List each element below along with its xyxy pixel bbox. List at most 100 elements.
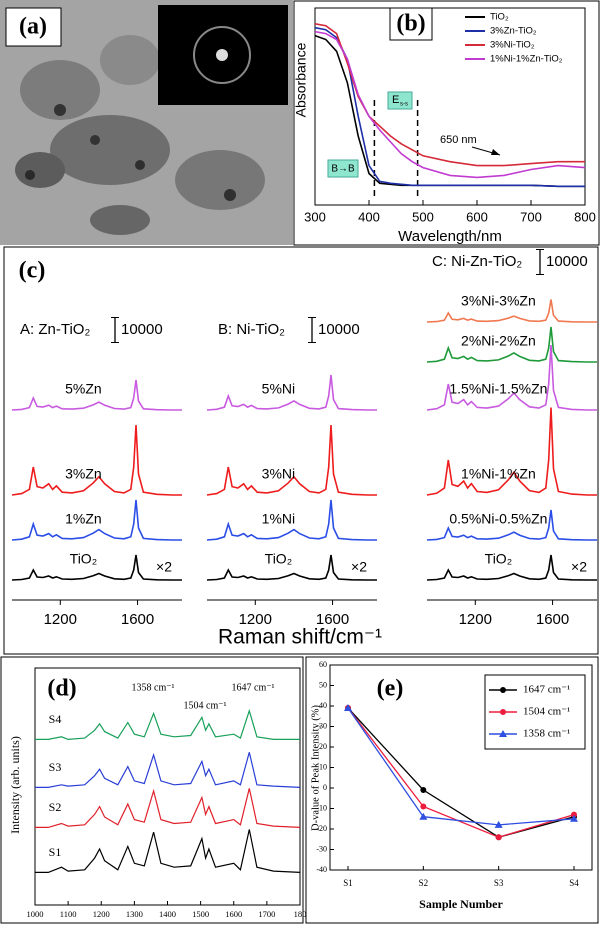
x-tick-label: 1200 [239, 611, 272, 628]
tem-particle [224, 189, 236, 201]
legend-label: TiO₂ [490, 12, 509, 23]
tem-blob [175, 150, 265, 210]
panel-frame [0, 656, 304, 924]
y-axis-label: Intensity (arb. units) [8, 736, 22, 834]
spectrum [206, 424, 377, 496]
spectrum [11, 499, 182, 541]
legend-label: 3%Ni-TiO₂ [490, 40, 535, 51]
y-tick-label: -20 [316, 824, 327, 833]
spectrum [35, 829, 301, 873]
y-tick-label: 50 [319, 680, 327, 689]
spectrum-label: TiO₂ [70, 551, 97, 567]
panel-frame [3, 246, 599, 655]
tem-blob [15, 152, 65, 188]
x-tick-label: 1600 [121, 611, 154, 628]
spectrum-label: 0.5%Ni-0.5%Zn [449, 511, 547, 527]
x-tick-label: 800 [574, 209, 596, 224]
spectrum-label: 1%Ni-1%Zn [461, 466, 536, 482]
x-tick-label: 1600 [536, 611, 569, 628]
x-tick-label: 1700 [258, 909, 275, 919]
spectrum-label: TiO₂ [485, 551, 512, 567]
spectrum [426, 509, 597, 541]
diffraction-ring [193, 26, 251, 84]
legend-label: 1504 cm⁻¹ [523, 706, 570, 718]
panel-label: (d) [47, 676, 76, 702]
y-tick-label: 60 [319, 660, 327, 669]
data-point [495, 834, 502, 841]
x-tick-label: 1200 [44, 611, 77, 628]
x-axis-label: Sample Number [419, 897, 503, 911]
data-line [347, 707, 575, 838]
spectrum-note: ×2 [571, 559, 587, 575]
annotation: 650 nm [440, 134, 477, 146]
spectrum-label: 2%Ni-2%Zn [461, 333, 536, 349]
x-tick-label: 1200 [93, 909, 110, 919]
peak-annotation: 1647 cm⁻¹ [232, 682, 275, 693]
annotation-arrowhead [491, 149, 500, 155]
y-axis-label: D-value of Peak Intensity (%) [310, 705, 321, 831]
y-tick-label: -40 [316, 865, 327, 874]
x-tick-label: S2 [419, 878, 429, 888]
y-tick-label: 0 [323, 783, 327, 792]
spectrum-label: 3%Ni-3%Zn [461, 293, 536, 309]
tem-particle [54, 104, 66, 116]
spectrum [426, 326, 597, 363]
peak-annotation: 1358 cm⁻¹ [132, 682, 175, 693]
spectrum-label: 1%Ni [262, 511, 295, 527]
spectrum-label: S4 [49, 712, 62, 726]
legend-label: 1358 cm⁻¹ [523, 728, 570, 740]
x-axis-label: Raman shift/cm⁻¹ [218, 626, 382, 649]
x-tick-label: 1300 [126, 909, 143, 919]
y-tick-label: 40 [319, 701, 327, 710]
spectrum-label: S3 [49, 760, 62, 774]
spectrum-label: S2 [49, 800, 62, 814]
spectrum-label: 3%Zn [65, 466, 102, 482]
panel-frame [305, 656, 599, 924]
spectrum [426, 344, 597, 411]
spectrum [35, 788, 301, 828]
tem-blob [20, 60, 100, 120]
data-point [494, 820, 503, 828]
x-tick-label: 700 [520, 209, 542, 224]
panel-frame [293, 0, 600, 246]
legend-marker [499, 730, 507, 737]
spectrum [11, 554, 182, 581]
legend-label: 1%Ni-1%Zn-TiO₂ [490, 54, 563, 65]
spectrum [206, 499, 377, 541]
spectrum [426, 299, 597, 323]
x-tick-label: 1000 [27, 909, 44, 919]
y-tick-label: -10 [316, 803, 327, 812]
y-tick-label: 10 [319, 762, 327, 771]
x-tick-label: 500 [412, 209, 434, 224]
annotation: E [392, 94, 399, 106]
panel-label: (b) [396, 11, 425, 37]
data-point [571, 811, 577, 818]
spectrum-label: 1.5%Ni-1.5%Zn [449, 381, 547, 397]
spectrum-label: 1%Zn [65, 511, 102, 527]
legend-label: 1647 cm⁻¹ [523, 684, 570, 696]
x-tick-label: S3 [494, 878, 504, 888]
peak-annotation: 1504 cm⁻¹ [184, 700, 227, 711]
spectrum-label: S1 [49, 845, 62, 859]
annotation-box [387, 91, 413, 110]
plot-frame [314, 7, 586, 206]
spectrum-label: TiO₂ [265, 551, 292, 567]
x-tick-label: 300 [304, 209, 326, 224]
spectrum-label: 5%Ni [262, 381, 295, 397]
panel-title: A: Zn-TiO₂ [20, 321, 90, 338]
panel-label: (a) [19, 14, 47, 40]
spectrum [35, 752, 301, 788]
data-line [347, 707, 575, 826]
data-line [314, 30, 586, 179]
tem-blob [90, 205, 150, 235]
annotation: B→B [331, 164, 355, 175]
data-point [344, 704, 352, 712]
legend-label: 3%Zn-TiO₂ [490, 26, 537, 37]
spectrum [206, 374, 377, 411]
tem-blob [50, 115, 170, 185]
x-tick-label: S4 [569, 878, 579, 888]
x-tick-label: 400 [358, 209, 380, 224]
annotation-box [327, 159, 359, 178]
spectrum [206, 554, 377, 581]
